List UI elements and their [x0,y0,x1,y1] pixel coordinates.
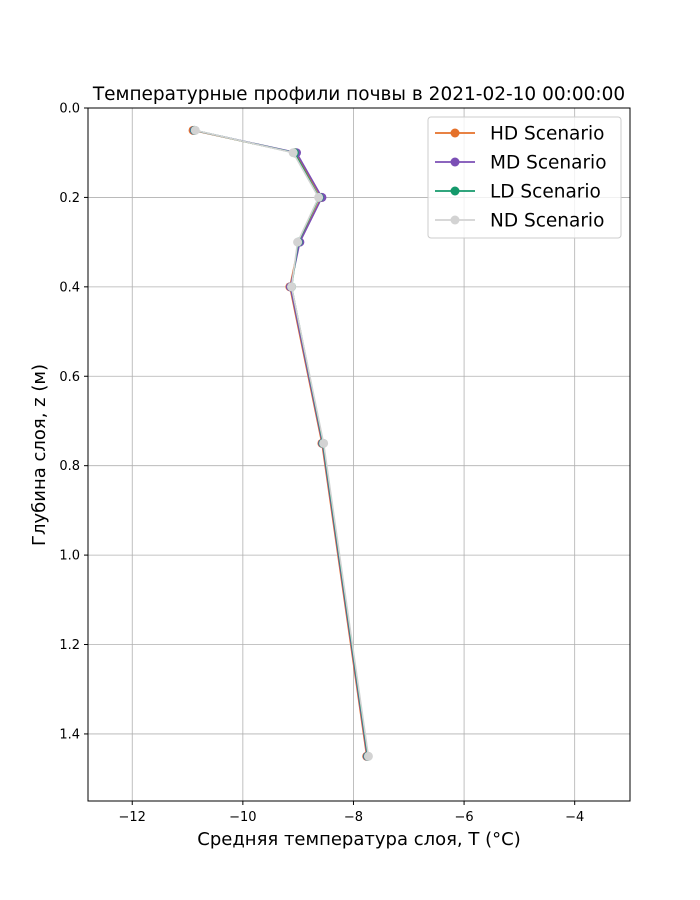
series-group [188,125,373,761]
x-tick-label: −6 [454,810,473,825]
y-tick-label: 0.0 [59,102,80,117]
legend-marker [450,215,460,225]
legend-label: ND Scenario [490,211,604,232]
chart-title: Температурные профили почвы в 2021-02-10… [92,84,625,105]
x-axis-ticks: −12 −10 −8 −6 −4 [119,801,584,825]
legend-item: ND Scenario [435,211,604,232]
legend-item: HD Scenario [435,124,604,145]
x-tick-label: −8 [344,810,363,825]
x-tick-label: −4 [565,810,584,825]
legend-label: LD Scenario [490,182,601,203]
legend-box [427,116,622,239]
y-tick-label: 0.6 [59,370,80,385]
series-4 [190,125,373,761]
data-point [190,125,200,135]
y-axis-label: Глубина слоя, z (м) [29,364,50,546]
data-point [314,192,324,202]
legend-marker [450,128,460,138]
x-tick-label: −10 [229,810,256,825]
y-tick-label: 0.8 [59,459,80,474]
y-tick-label: 0.4 [59,280,80,295]
data-point [293,237,303,247]
data-point [363,751,373,761]
y-axis-ticks: 0.0 0.2 0.4 0.6 0.8 1.0 1.2 1.4 [59,102,88,742]
legend: HD Scenario MD Scenario LD Scenario ND Scen… [427,116,622,239]
legend-item: MD Scenario [435,153,607,174]
legend-label: HD Scenario [490,124,604,145]
legend-item: LD Scenario [435,182,601,203]
x-axis-label: Средняя температура слоя, T (°C) [197,829,520,850]
legend-marker [450,186,460,196]
y-tick-label: 1.0 [59,549,80,564]
legend-label: MD Scenario [490,153,607,174]
plot-frame [87,107,631,802]
grid [88,107,630,801]
y-tick-label: 1.2 [59,638,80,653]
y-tick-label: 0.2 [59,191,80,206]
legend-marker [450,157,460,167]
data-point [319,438,329,448]
x-tick-label: −12 [119,810,146,825]
y-tick-label: 1.4 [59,727,80,742]
data-point [288,148,298,158]
data-point [287,282,297,292]
